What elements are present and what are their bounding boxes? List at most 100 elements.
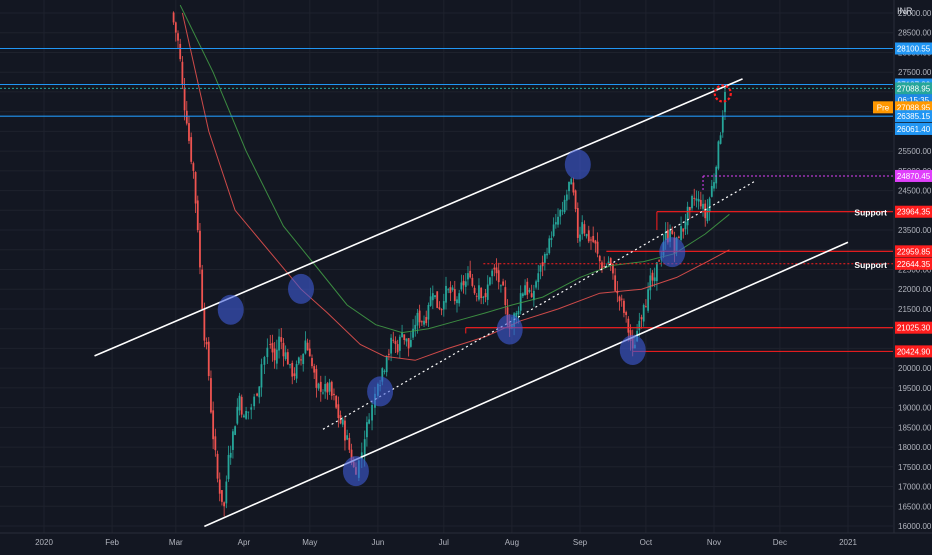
- price-levels: Support Support: [0, 47, 893, 352]
- candle-body: [385, 356, 388, 373]
- candle-body: [686, 206, 689, 226]
- candle-body: [227, 454, 230, 480]
- candle-body: [480, 287, 483, 299]
- candle-body: [576, 208, 579, 238]
- price-tag-label: 24870.45: [897, 172, 931, 181]
- candle-body: [425, 317, 428, 324]
- candle-body: [464, 281, 467, 287]
- candle-body: [541, 262, 544, 267]
- candle-body: [232, 431, 234, 450]
- candle-body: [537, 273, 540, 283]
- candle-body: [548, 238, 551, 254]
- candle-body: [247, 411, 250, 413]
- candle-body: [691, 195, 693, 209]
- moving-average-line: [179, 4, 730, 334]
- candle-body: [489, 277, 491, 285]
- price-tag: [895, 205, 932, 218]
- candle-body: [229, 452, 232, 458]
- mid-dotted-line: [322, 180, 757, 430]
- candle-body: [328, 382, 331, 392]
- price-tag-label: 27088.95: [897, 84, 931, 93]
- price-tag-label: 21025.30: [897, 324, 931, 333]
- y-tick-label: 17000.00: [898, 483, 932, 492]
- candle-body: [253, 396, 256, 407]
- candle-body: [559, 210, 562, 217]
- candle-body: [570, 178, 573, 185]
- candle-body: [366, 422, 368, 438]
- candle-body: [649, 275, 652, 291]
- candle-body: [563, 199, 566, 213]
- candle-body: [438, 307, 441, 309]
- x-axis: 2020 Feb Mar Apr May Jun Jul Aug Sep Oct Nov Dec 202…: [0, 532, 932, 547]
- price-tag-prefix-label: Pre: [877, 103, 890, 112]
- candle-body: [484, 293, 487, 298]
- candle-body: [445, 285, 447, 303]
- y-tick-label: 22000.00: [898, 285, 932, 294]
- price-tag-label: 26061.40: [897, 125, 931, 134]
- candle-body: [653, 277, 656, 282]
- candle-body: [319, 381, 322, 392]
- price-tag-label: 23964.35: [897, 208, 931, 217]
- x-tick-label: Dec: [773, 538, 787, 547]
- touch-point-ellipse: [342, 456, 369, 487]
- candle-body: [462, 280, 465, 286]
- candle-body: [291, 362, 294, 377]
- candle-body: [278, 336, 280, 351]
- candle-body: [583, 224, 586, 234]
- price-tag: [895, 345, 932, 358]
- candle-body: [486, 284, 489, 300]
- candle-body: [333, 393, 335, 396]
- y-tick-label: 22500.00: [898, 266, 932, 275]
- candle-body: [680, 226, 682, 240]
- price-tag: [895, 42, 932, 55]
- candle-body: [500, 285, 502, 287]
- x-tick-label: Apr: [238, 538, 251, 547]
- candle-body: [453, 289, 456, 302]
- y-tick-label: 27500.00: [898, 68, 932, 77]
- candle-body: [535, 281, 537, 288]
- trend-lines[interactable]: [94, 78, 849, 528]
- y-tick-label: 21500.00: [898, 305, 932, 314]
- y-tick-label: 18500.00: [898, 423, 932, 432]
- candle-body: [638, 320, 641, 331]
- upper-channel-line: [94, 78, 743, 357]
- candle-body: [623, 300, 625, 313]
- candle-body: [434, 295, 436, 298]
- candle-body: [717, 141, 720, 169]
- candle-body: [546, 253, 548, 256]
- candle-body: [550, 237, 553, 240]
- x-tick-label: Feb: [105, 538, 119, 547]
- candle-body: [423, 320, 425, 325]
- touch-point-ellipse: [564, 149, 591, 180]
- candle-body: [405, 338, 408, 342]
- candle-body: [409, 340, 412, 347]
- x-tick-label: Mar: [169, 538, 183, 547]
- candle-body: [585, 233, 588, 237]
- candle-body: [322, 392, 324, 394]
- candle-body: [640, 317, 643, 320]
- y-tick-label: 24500.00: [898, 187, 932, 196]
- price-tags: 28100.5527187.8027088.9506:15:3527088.95…: [873, 42, 932, 358]
- candle-body: [418, 310, 421, 323]
- candle-body: [199, 230, 201, 268]
- price-tag: [895, 82, 932, 95]
- candle-body: [363, 439, 366, 457]
- candle-body: [440, 309, 443, 311]
- candle-body: [471, 277, 474, 286]
- candle-body: [627, 318, 630, 333]
- candle-body: [258, 386, 261, 398]
- candle-body: [684, 222, 687, 230]
- candle-body: [706, 208, 709, 222]
- candle-body: [677, 236, 680, 238]
- candle-body: [699, 199, 702, 207]
- y-tick-label: 19000.00: [898, 404, 932, 413]
- candle-body: [414, 324, 417, 330]
- candle-body: [587, 230, 590, 242]
- candle-body: [324, 383, 327, 392]
- candle-body: [293, 373, 296, 377]
- x-tick-label: Nov: [707, 538, 721, 547]
- y-tick-label: 16000.00: [898, 522, 932, 531]
- candle-body: [543, 254, 546, 263]
